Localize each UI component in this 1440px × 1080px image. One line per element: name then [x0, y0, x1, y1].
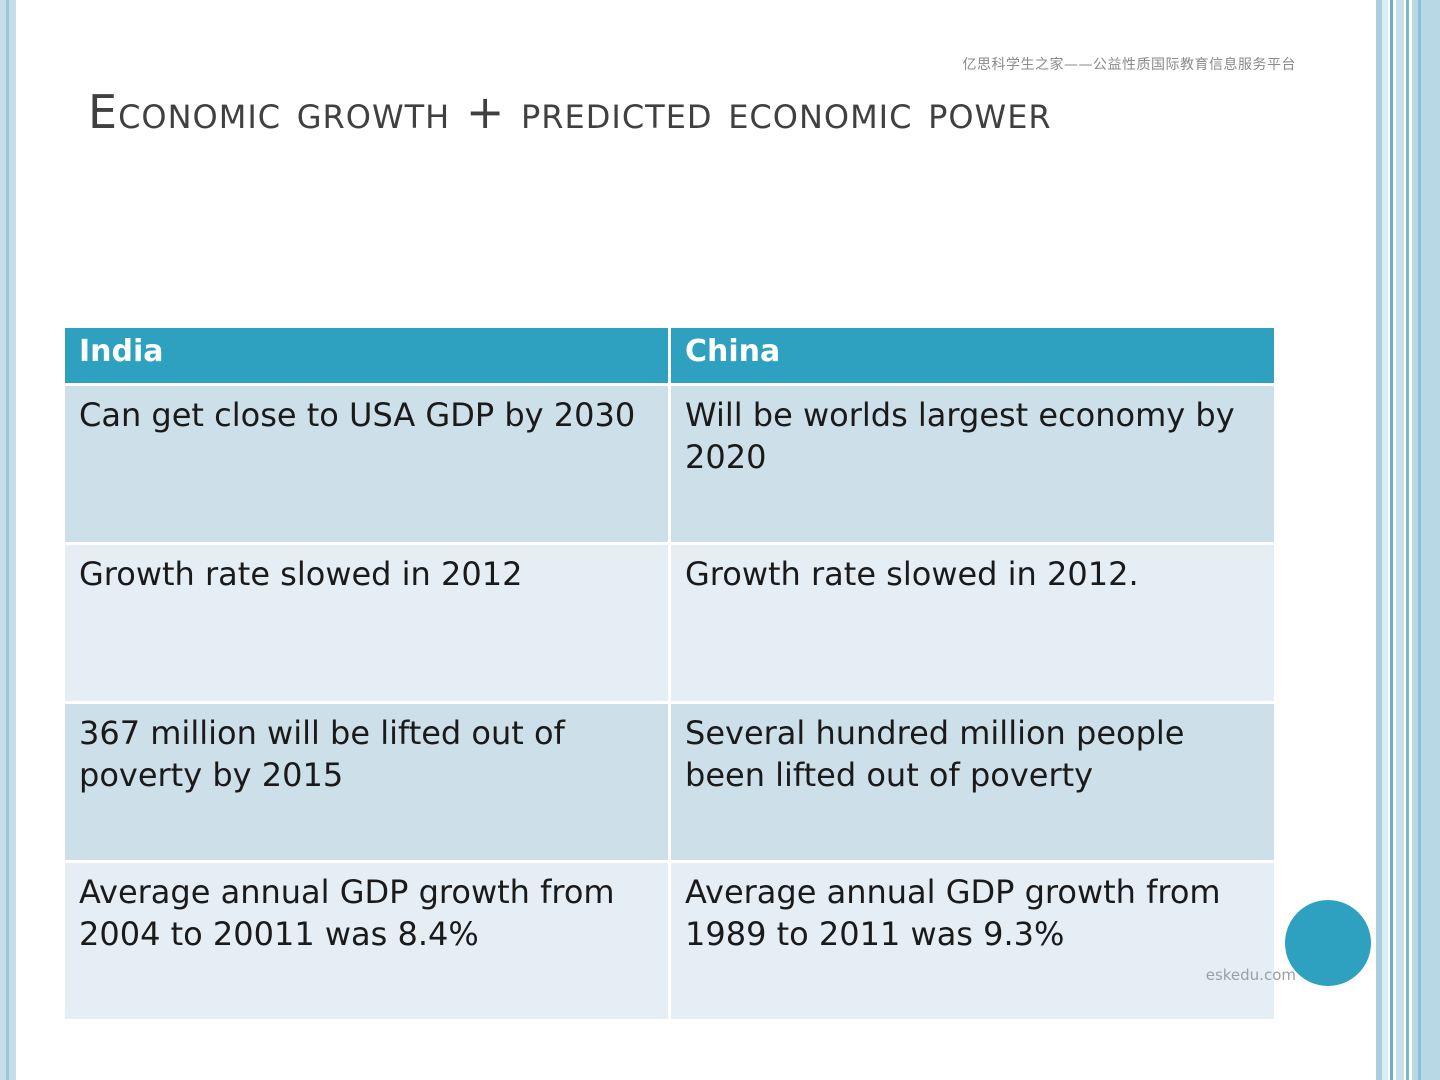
cell-india: 367 million will be lifted out of povert…	[62, 701, 671, 863]
cell-china: Will be worlds largest economy by 2020	[668, 383, 1277, 545]
comparison-table: India China Can get close to USA GDP by …	[62, 325, 1277, 1022]
table-row: Growth rate slowed in 2012 Growth rate s…	[62, 542, 1277, 704]
slide-title: Economic growth + predicted economic pow…	[88, 85, 1052, 139]
header-india: India	[62, 325, 671, 386]
right-decorative-stripe	[1406, 0, 1409, 1080]
table-row: 367 million will be lifted out of povert…	[62, 701, 1277, 863]
cell-china: Average annual GDP growth from 1989 to 2…	[668, 860, 1277, 1022]
table-row: Average annual GDP growth from 2004 to 2…	[62, 860, 1277, 1022]
cell-india: Growth rate slowed in 2012	[62, 542, 671, 704]
table-header-row: India China	[62, 325, 1277, 386]
right-decorative-stripe	[1418, 0, 1421, 1080]
right-decorative-stripe	[1396, 0, 1404, 1080]
cell-india: Can get close to USA GDP by 2030	[62, 383, 671, 545]
cell-china: Growth rate slowed in 2012.	[668, 542, 1277, 704]
right-decorative-stripe	[1382, 0, 1388, 1080]
cell-india: Average annual GDP growth from 2004 to 2…	[62, 860, 671, 1022]
left-frame-line	[6, 0, 9, 1080]
right-decorative-stripe	[1376, 0, 1382, 1080]
decorative-circle	[1285, 900, 1371, 986]
header-china: China	[668, 325, 1277, 386]
watermark-top: 亿思科学生之家——公益性质国际教育信息服务平台	[962, 57, 1296, 73]
watermark-bottom: eskedu.com	[1205, 966, 1296, 984]
right-decorative-stripe	[1412, 0, 1440, 1080]
right-decorative-stripe	[1390, 0, 1393, 1080]
cell-china: Several hundred million people been lift…	[668, 701, 1277, 863]
table-row: Can get close to USA GDP by 2030 Will be…	[62, 383, 1277, 545]
